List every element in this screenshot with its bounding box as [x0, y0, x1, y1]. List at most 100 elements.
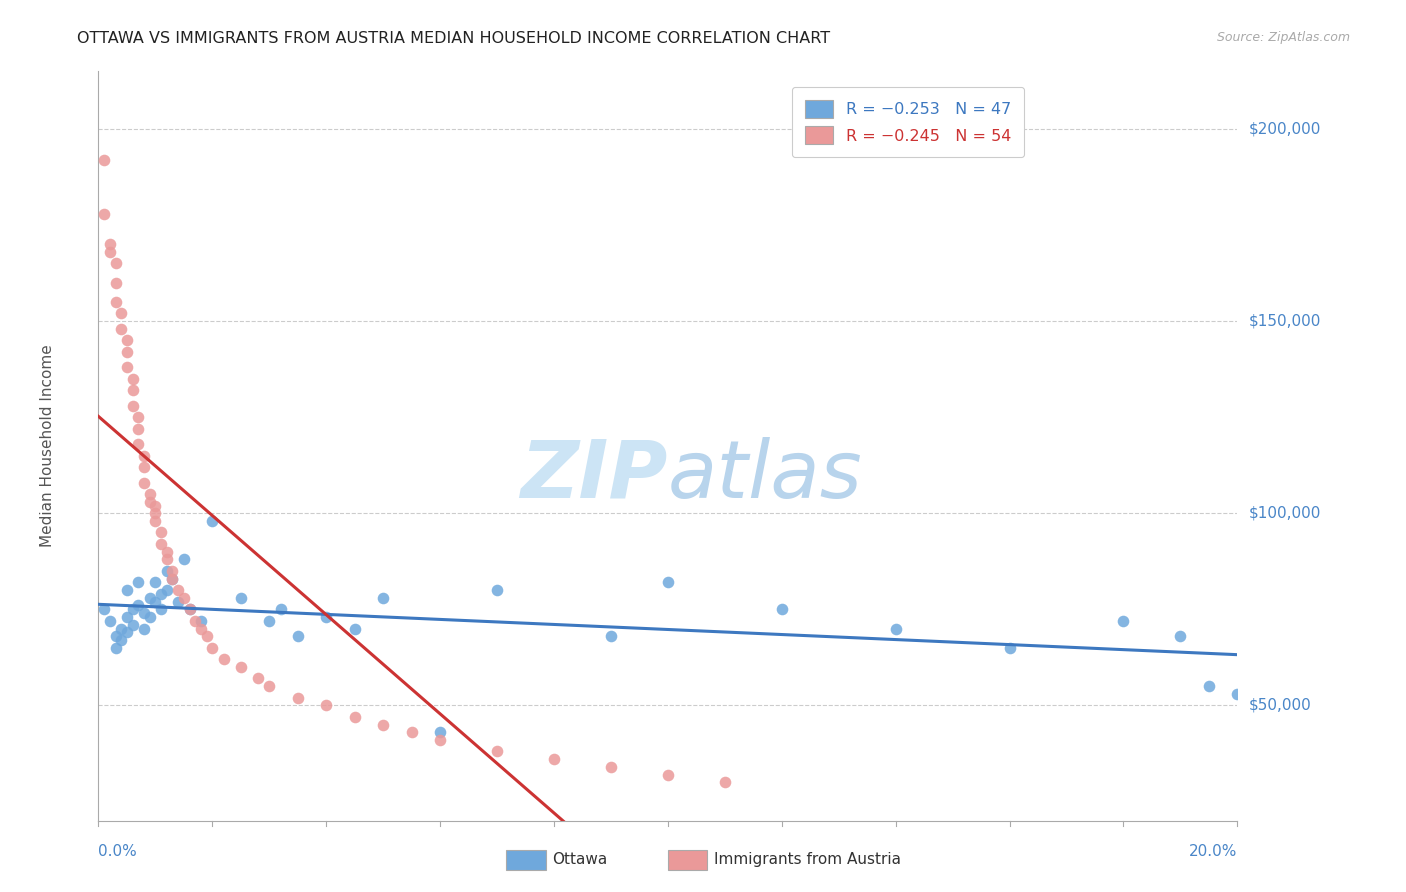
Point: [127, 437, 149, 451]
Text: Immigrants from Austria: Immigrants from Austria: [714, 853, 901, 867]
Point: [145, 499, 167, 513]
Point: [270, 602, 292, 616]
Point: [373, 591, 395, 605]
Point: [173, 552, 195, 566]
Point: [127, 422, 149, 436]
Point: [115, 344, 138, 359]
Point: [104, 276, 127, 290]
Point: [190, 614, 212, 628]
Point: [373, 717, 395, 731]
Point: [145, 594, 167, 608]
Point: [98, 614, 121, 628]
Point: [138, 494, 160, 508]
Point: [543, 752, 565, 766]
Point: [127, 410, 149, 425]
Point: [156, 544, 179, 558]
Point: [104, 294, 127, 309]
Point: [184, 614, 207, 628]
Point: [156, 583, 179, 598]
Point: [138, 591, 160, 605]
Point: [1170, 629, 1192, 643]
Text: Ottawa: Ottawa: [553, 853, 607, 867]
Text: ZIP: ZIP: [520, 437, 668, 515]
Point: [104, 629, 127, 643]
Point: [246, 672, 269, 686]
Legend: R = −0.253   N = 47, R = −0.245   N = 54: R = −0.253 N = 47, R = −0.245 N = 54: [792, 87, 1025, 157]
Text: Source: ZipAtlas.com: Source: ZipAtlas.com: [1216, 31, 1350, 45]
Point: [156, 564, 179, 578]
Point: [714, 775, 737, 789]
Point: [110, 322, 132, 336]
Text: $50,000: $50,000: [1249, 698, 1312, 713]
Point: [1226, 687, 1249, 701]
Point: [167, 594, 190, 608]
Point: [401, 725, 423, 739]
Point: [600, 629, 623, 643]
Point: [201, 640, 224, 655]
Point: [229, 660, 252, 674]
Point: [884, 622, 907, 636]
Point: [115, 583, 138, 598]
Point: [115, 625, 138, 640]
Point: [486, 583, 509, 598]
Point: [115, 334, 138, 348]
Point: [121, 399, 143, 413]
Point: [429, 725, 451, 739]
Point: [156, 552, 179, 566]
Text: $200,000: $200,000: [1249, 121, 1320, 136]
Point: [162, 564, 184, 578]
Point: [998, 640, 1021, 655]
Point: [657, 575, 679, 590]
Point: [132, 606, 155, 620]
Text: 0.0%: 0.0%: [98, 844, 138, 859]
Point: [429, 733, 451, 747]
Text: atlas: atlas: [668, 437, 863, 515]
Point: [162, 572, 184, 586]
Text: 20.0%: 20.0%: [1189, 844, 1237, 859]
Point: [600, 760, 623, 774]
Point: [179, 602, 201, 616]
Point: [150, 537, 173, 551]
Text: $150,000: $150,000: [1249, 314, 1320, 328]
Point: [104, 640, 127, 655]
Point: [115, 610, 138, 624]
Point: [195, 629, 218, 643]
Point: [145, 514, 167, 528]
Point: [132, 475, 155, 490]
Point: [343, 710, 366, 724]
Text: Median Household Income: Median Household Income: [39, 344, 55, 548]
Point: [93, 153, 115, 167]
Point: [212, 652, 235, 666]
Point: [121, 617, 143, 632]
Point: [770, 602, 793, 616]
Point: [115, 360, 138, 375]
Point: [315, 610, 337, 624]
Point: [104, 256, 127, 270]
Point: [657, 767, 679, 781]
Point: [1112, 614, 1135, 628]
Point: [287, 629, 309, 643]
Point: [138, 487, 160, 501]
Point: [150, 587, 173, 601]
Point: [110, 306, 132, 320]
Point: [93, 206, 115, 220]
Point: [110, 622, 132, 636]
Point: [229, 591, 252, 605]
Point: [127, 599, 149, 613]
Point: [98, 244, 121, 259]
Point: [259, 679, 281, 693]
Point: [138, 610, 160, 624]
Point: [127, 575, 149, 590]
Point: [259, 614, 281, 628]
Point: [132, 622, 155, 636]
Point: [179, 602, 201, 616]
Point: [121, 384, 143, 398]
Point: [315, 698, 337, 713]
Point: [121, 602, 143, 616]
Point: [150, 525, 173, 540]
Point: [145, 506, 167, 520]
Point: [162, 572, 184, 586]
Point: [287, 690, 309, 705]
Point: [145, 575, 167, 590]
Point: [121, 372, 143, 386]
